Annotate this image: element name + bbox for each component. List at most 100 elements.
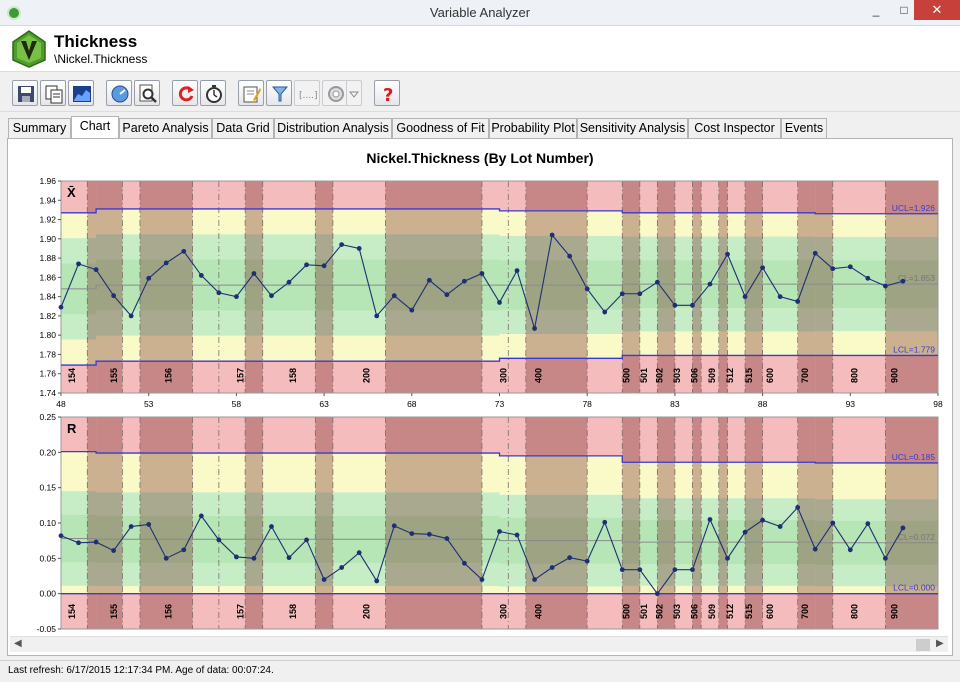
tab-data-grid[interactable]: Data Grid: [212, 118, 274, 138]
filter-icon: [271, 86, 289, 102]
maximize-button[interactable]: □: [900, 3, 908, 17]
data-point: [251, 555, 257, 561]
refresh-button[interactable]: [172, 80, 198, 106]
lot-label: 506: [690, 368, 700, 383]
horizontal-scrollbar[interactable]: ◀ ▶: [10, 636, 948, 652]
lcl-label: LCL=0.000: [893, 583, 935, 593]
scroll-left-icon[interactable]: ◀: [14, 638, 22, 649]
zone-band: [96, 593, 500, 629]
scroll-thumb[interactable]: [916, 639, 930, 651]
data-point: [216, 290, 222, 296]
data-point: [619, 291, 625, 297]
lot-label: 157: [235, 604, 245, 619]
zoom-button[interactable]: [134, 80, 160, 106]
data-point: [865, 521, 871, 527]
zone-band: [499, 593, 623, 629]
lot-shade: [885, 181, 938, 393]
toolbar: [....] ?: [0, 74, 960, 112]
ucl-line: [61, 450, 938, 464]
lot-shade: [385, 181, 482, 393]
zone-band: [499, 358, 623, 393]
tab-events[interactable]: Events: [781, 118, 827, 138]
gauge-button[interactable]: [106, 80, 132, 106]
data-point: [304, 262, 309, 268]
tab-sensitivity-analysis[interactable]: Sensitivity Analysis: [577, 118, 688, 138]
chart-image-icon: [73, 86, 91, 102]
lot-shade: [718, 417, 728, 629]
data-point: [76, 540, 81, 546]
tab-cost-inspector[interactable]: Cost Inspector: [688, 118, 781, 138]
data-point: [812, 546, 818, 552]
data-point: [584, 558, 590, 564]
chart-pane: Nickel.Thickness (By Lot Number) 1.74 1.7…: [7, 138, 953, 656]
data-point: [339, 565, 345, 570]
lot-label: 700: [800, 368, 810, 383]
data-point: [795, 299, 801, 304]
lot-label: 500: [621, 604, 631, 619]
data-point: [479, 271, 485, 276]
lot-label: 156: [164, 604, 174, 619]
minimize-button[interactable]: _: [872, 3, 880, 17]
lot-label: 200: [362, 604, 372, 619]
save-icon: [18, 86, 34, 102]
zone-band: [96, 335, 500, 362]
tab-goodness-of-fit[interactable]: Goodness of Fit: [392, 118, 489, 138]
data-point: [672, 302, 678, 308]
tab-probability-plot[interactable]: Probability Plot: [489, 118, 577, 138]
data-point: [514, 532, 520, 538]
close-button[interactable]: ✕: [914, 0, 960, 20]
data-point: [58, 304, 64, 310]
lot-shade: [885, 417, 938, 629]
timer-button[interactable]: [200, 80, 226, 106]
zone-band: [815, 355, 938, 393]
zone-band: [96, 361, 500, 393]
save-button[interactable]: [12, 80, 38, 106]
data-point: [409, 531, 415, 536]
zone-band: [499, 181, 623, 211]
data-point: [93, 267, 99, 273]
data-point: [251, 271, 257, 276]
data-point: [567, 555, 573, 561]
edit-button[interactable]: [238, 80, 264, 106]
status-text: Last refresh: 6/17/2015 12:17:34 PM. Age…: [8, 665, 274, 676]
tab-chart[interactable]: Chart: [71, 116, 119, 138]
panel-symbol: R: [67, 421, 77, 436]
control-chart[interactable]: Nickel.Thickness (By Lot Number) 1.741.7…: [8, 139, 952, 637]
lot-label: 500: [621, 368, 631, 383]
scroll-right-icon[interactable]: ▶: [936, 638, 944, 649]
settings-dropdown-button[interactable]: [346, 80, 362, 106]
tab-distribution-analysis[interactable]: Distribution Analysis: [274, 118, 392, 138]
lot-shade: [139, 181, 193, 393]
copy-button[interactable]: [40, 80, 66, 106]
data-point: [128, 313, 134, 319]
x-tick-label: 68: [407, 399, 417, 409]
data-point: [900, 525, 906, 531]
range-button[interactable]: [....]: [294, 80, 320, 106]
lot-shade: [245, 181, 263, 393]
help-button[interactable]: ?: [374, 80, 400, 106]
lot-label: 200: [362, 368, 372, 383]
data-point: [286, 279, 292, 285]
lot-label: 512: [725, 368, 735, 383]
settings-button[interactable]: [322, 80, 348, 106]
lot-label: 400: [534, 368, 544, 383]
zone-band: [815, 417, 938, 463]
export-chart-button[interactable]: [68, 80, 94, 106]
timer-icon: [206, 85, 222, 103]
data-point: [163, 260, 169, 266]
tab-pareto-analysis[interactable]: Pareto Analysis: [119, 118, 212, 138]
x-tick-label: 73: [495, 399, 505, 409]
lot-shade: [245, 417, 263, 629]
lot-shade: [692, 181, 702, 393]
data-point: [146, 275, 152, 281]
y-tick-label: 0.10: [39, 518, 56, 528]
zone-band: [815, 586, 938, 594]
header: [0, 26, 960, 72]
tab-summary[interactable]: Summary: [8, 118, 71, 138]
data-point: [198, 513, 204, 519]
data-point: [462, 278, 467, 284]
lot-label: 506: [690, 604, 700, 619]
y-tick-label: 1.86: [39, 272, 56, 282]
filter-button[interactable]: [266, 80, 292, 106]
lot-shade: [692, 417, 702, 629]
